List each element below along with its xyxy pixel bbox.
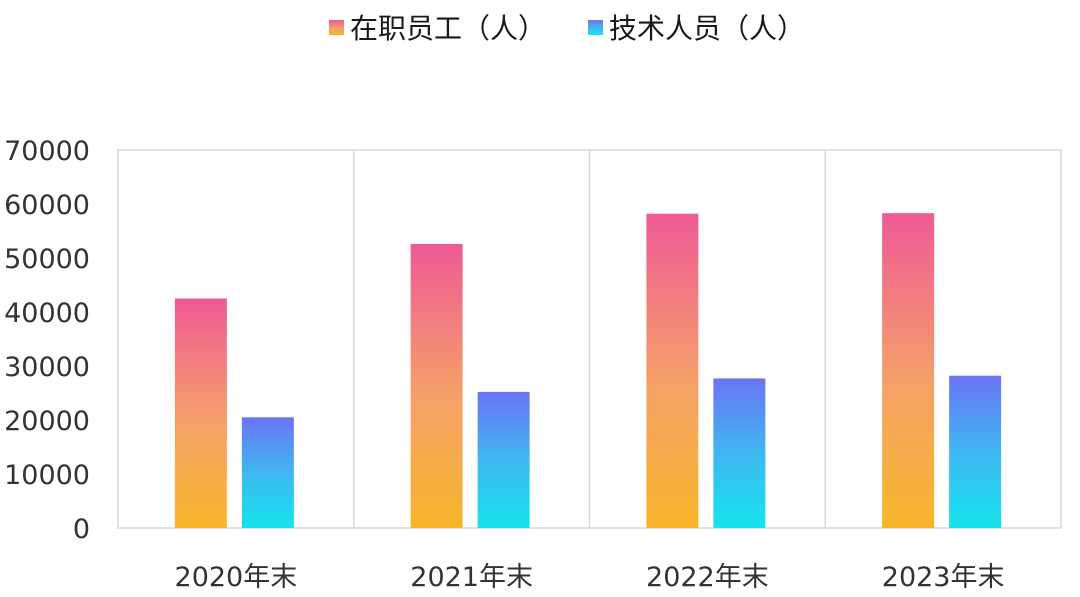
x-tick-label: 2022年末	[646, 562, 769, 593]
bar-series-1-0[interactable]	[241, 417, 294, 528]
category-separators	[353, 150, 826, 528]
bar-series-0-2[interactable]	[646, 213, 699, 528]
y-axis-ticks: 0 10000 20000 30000 40000 50000 60000 70000	[4, 136, 90, 545]
x-tick-label: 2020年末	[175, 562, 298, 593]
y-tick-label: 50000	[4, 244, 90, 275]
y-tick-label: 20000	[4, 406, 90, 437]
x-tick-label: 2021年末	[410, 562, 533, 593]
legend-item-series-0[interactable]: 在职员工（人）	[329, 12, 546, 45]
bars	[174, 213, 1002, 529]
y-tick-label: 40000	[4, 298, 90, 329]
legend-label-series-1: 技术人员（人）	[609, 12, 805, 45]
y-tick-label: 30000	[4, 352, 90, 383]
bar-series-1-3[interactable]	[949, 375, 1002, 528]
y-tick-label: 0	[73, 514, 90, 545]
bar-series-0-3[interactable]	[882, 213, 935, 528]
bar-series-1-1[interactable]	[477, 391, 530, 528]
y-tick-label: 10000	[4, 460, 90, 491]
legend-swatch-series-0	[329, 20, 344, 35]
legend: 在职员工（人） 技术人员（人）	[329, 12, 805, 45]
y-tick-label: 70000	[4, 136, 90, 167]
legend-item-series-1[interactable]: 技术人员（人）	[588, 12, 805, 45]
y-tick-label: 60000	[4, 190, 90, 221]
x-axis-ticks: 2020年末 2021年末 2022年末 2023年末	[175, 562, 1005, 593]
bar-series-1-2[interactable]	[713, 378, 766, 528]
bar-series-0-0[interactable]	[174, 298, 227, 529]
legend-swatch-series-1	[588, 20, 603, 35]
x-tick-label: 2023年末	[882, 562, 1005, 593]
legend-label-series-0: 在职员工（人）	[350, 12, 546, 45]
bar-series-0-1[interactable]	[410, 243, 463, 528]
